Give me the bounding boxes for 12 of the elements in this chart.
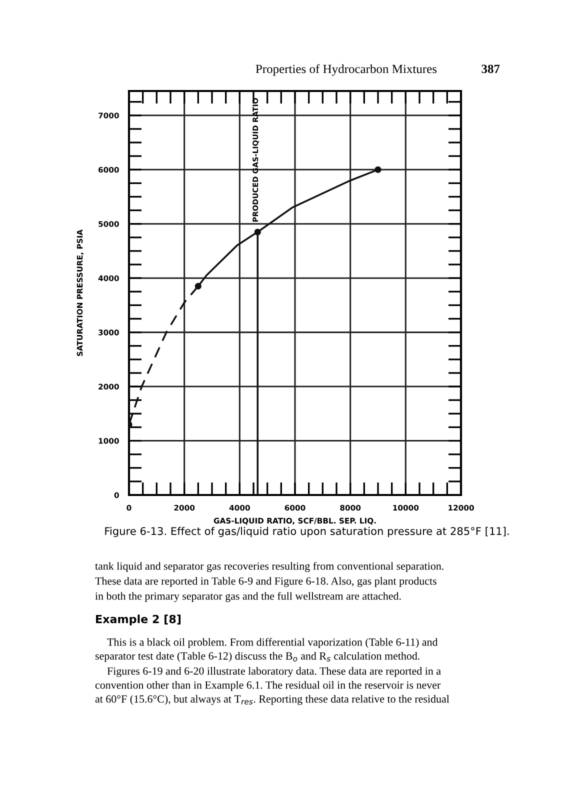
text: tank liquid and separator gas recoveries resulting from conventional separation. — [95, 562, 444, 572]
text: This is a black oil problem. From differential vaporization (Table 6-11) and — [107, 638, 438, 648]
text: separator test date (Table 6-12) discuss the B$_{o}$ and R$_{s}$ calculation method. — [95, 652, 420, 662]
text: These data are reported in Table 6-9 and Figure 6-18. Also, gas plant products — [95, 577, 436, 587]
text: Figure 6-13. Effect of gas/liquid ratio upon saturation pressure at 285°F [11]. — [105, 526, 509, 538]
text: Figures 6-19 and 6-20 illustrate laboratory data. These data are reported in a — [107, 667, 441, 677]
text: convention other than in Example 6.1. The residual oil in the reservoir is never — [95, 681, 441, 691]
text: Properties of Hydrocarbon Mixtures — [256, 64, 437, 76]
text: 387 — [482, 64, 500, 74]
text: at 60°F (15.6°C), but always at T$_{res}$. Reporting these data relative to the residual — [95, 694, 450, 705]
text: Example 2 [8] — [96, 614, 181, 626]
text: in both the primary separator gas and the full wellstream are attached. — [95, 592, 401, 602]
